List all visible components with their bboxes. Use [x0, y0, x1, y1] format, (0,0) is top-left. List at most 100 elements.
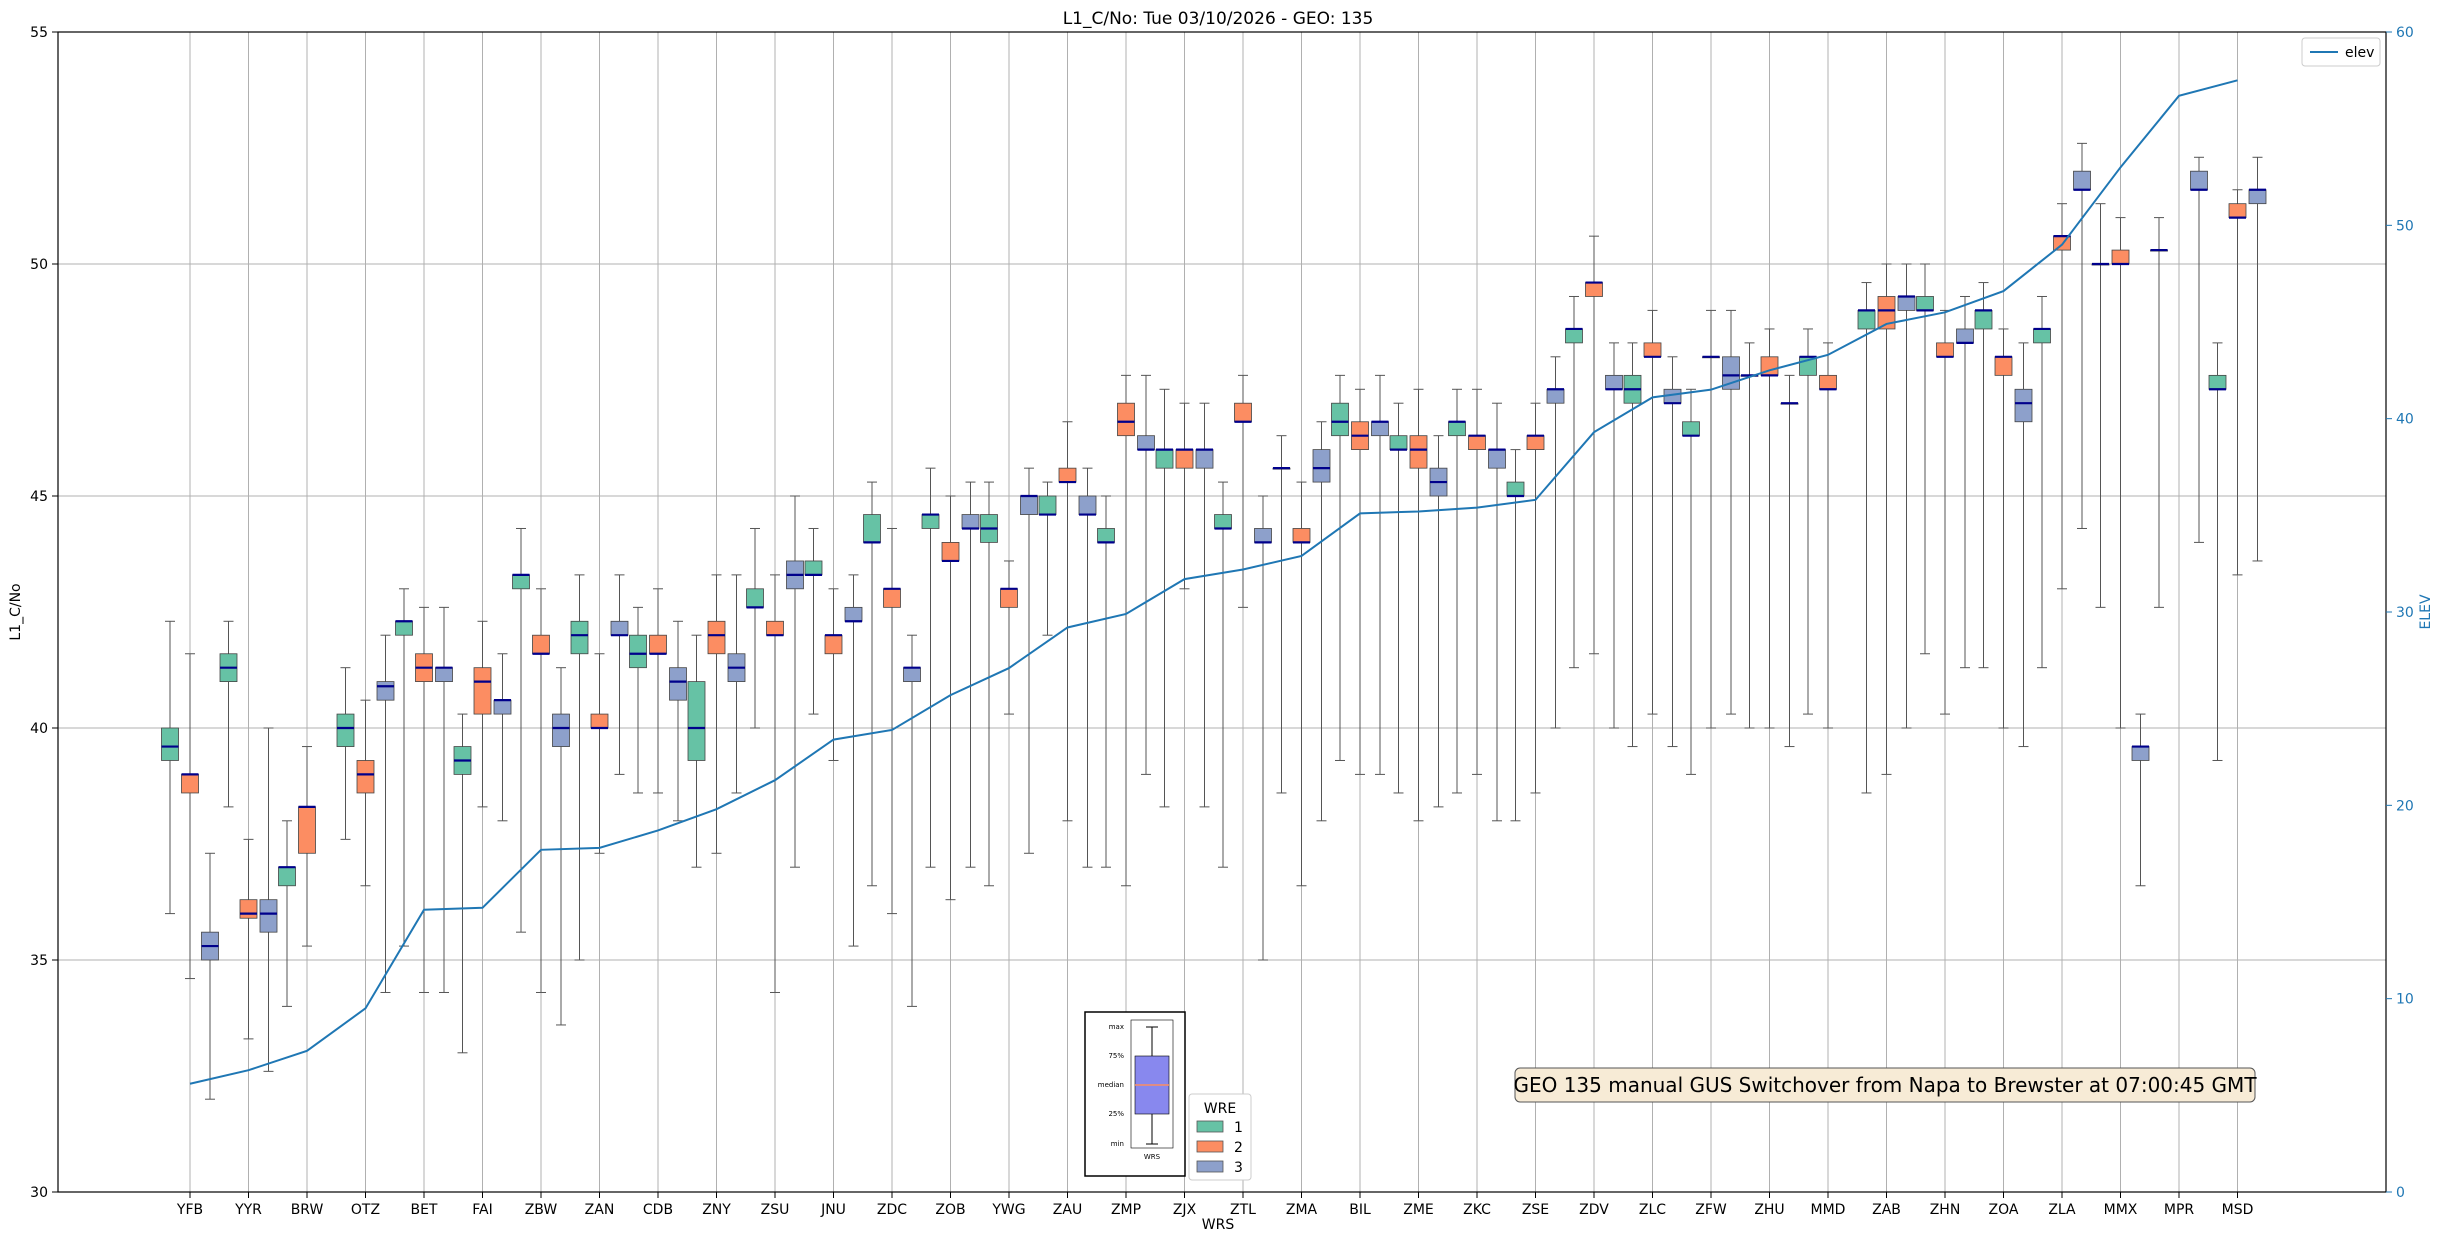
x-tick-label: ZLC: [1639, 1202, 1666, 1218]
box-cdb-wre2: [649, 588, 667, 794]
box-zme-wre3: [1429, 435, 1448, 808]
box-otz-wre1: [336, 667, 355, 840]
box-zoa-wre3: [2014, 342, 2033, 748]
box-zny-wre1: [687, 634, 706, 868]
x-tick-label: YFB: [176, 1202, 203, 1218]
box-body: [687, 681, 706, 761]
box-zlc-wre2: [1643, 309, 1662, 715]
box-yfb-wre1: [161, 620, 179, 915]
key-label-min: min: [1111, 1140, 1124, 1148]
box-zob-wre2: [941, 495, 960, 901]
box-body: [473, 667, 492, 715]
x-tick-label: ZKC: [1463, 1202, 1491, 1218]
box-body: [1916, 296, 1934, 311]
key-xlabel: WRS: [1144, 1153, 1161, 1161]
box-ztl-wre1: [1214, 481, 1232, 868]
box-body: [1409, 435, 1428, 469]
x-tick-label: MMX: [2104, 1202, 2138, 1218]
box-body: [610, 620, 629, 636]
x-tick-label: YYR: [234, 1202, 262, 1218]
box-zsu-wre3: [786, 495, 804, 868]
box-zdv-wre3: [1605, 342, 1623, 729]
box-body: [1331, 402, 1349, 437]
box-body: [336, 713, 355, 747]
box-zab-wre2: [1877, 263, 1896, 775]
box-zjx-wre2: [1175, 402, 1194, 590]
y-axis-title: L1_C/No: [8, 583, 24, 640]
wre-label-3: 3: [1234, 1160, 1243, 1176]
box-body: [259, 899, 278, 933]
box-zla-wre1: [2033, 295, 2051, 669]
elev-legend: elev: [2301, 37, 2381, 67]
box-body: [1020, 495, 1038, 515]
box-zjx-wre1: [1155, 388, 1174, 808]
box-zsu-wre1: [746, 527, 764, 729]
box-zhu-wre1: [1740, 342, 1759, 729]
box-bil-wre1: [1331, 374, 1349, 761]
chart-title: L1_C/No: Tue 03/10/2026 - GEO: 135: [1063, 9, 1374, 29]
x-tick-label: BRW: [291, 1202, 324, 1218]
y2-tick-label: 10: [2396, 992, 2414, 1008]
box-body: [1097, 528, 1115, 543]
box-body: [1956, 328, 1974, 344]
box-zla-wre2: [2053, 203, 2071, 590]
box-body: [278, 866, 296, 887]
x-tick-label: ZAB: [1872, 1202, 1901, 1218]
box-body: [669, 667, 687, 701]
box-bet-wre2: [415, 606, 433, 993]
wre-legend-frame: [1188, 1093, 1252, 1181]
wre-label-1: 1: [1234, 1120, 1243, 1136]
box-body: [1117, 402, 1135, 437]
box-cdb-wre1: [629, 606, 647, 794]
y2-tick-label: 30: [2396, 605, 2414, 621]
box-fai-wre1: [453, 713, 472, 1054]
box-zoa-wre1: [1974, 282, 1993, 669]
box-body: [239, 899, 258, 919]
box-body: [2033, 328, 2051, 344]
box-bet-wre1: [395, 588, 413, 947]
box-msd-wre2: [2228, 189, 2247, 576]
box-body: [1234, 402, 1252, 423]
box-body: [1585, 282, 1603, 297]
box-body: [903, 667, 921, 682]
box-zkc-wre1: [1448, 388, 1466, 794]
wre-swatch-3: [1196, 1160, 1224, 1173]
box-body: [1974, 309, 1993, 330]
box-yyr-wre1: [219, 620, 238, 808]
x-tick-label: ZHN: [1930, 1202, 1961, 1218]
x-tick-label: ZOA: [1989, 1202, 2019, 1218]
x-tick-label: ZAN: [585, 1202, 615, 1218]
x-tick-label: ZNY: [702, 1202, 731, 1218]
box-body: [1312, 449, 1331, 483]
box-zau-wre1: [1038, 481, 1057, 636]
box-body: [2073, 170, 2091, 191]
box-body: [941, 542, 960, 562]
x-tick-label: YWG: [991, 1202, 1025, 1218]
box-zkc-wre3: [1488, 402, 1506, 822]
box-body: [844, 606, 863, 622]
box-key-inset: max 75% median 25% min WRS: [1084, 1011, 1186, 1177]
box-zmp-wre1: [1097, 495, 1115, 868]
key-label-max: max: [1109, 1023, 1124, 1031]
box-body: [1488, 449, 1506, 469]
box-layer: [161, 142, 2267, 1100]
box-zan-wre1: [570, 574, 589, 961]
box-body: [376, 681, 395, 701]
box-msd-wre3: [2248, 156, 2267, 562]
box-yyr-wre3: [259, 727, 278, 1072]
box-yfb-wre3: [201, 852, 219, 1100]
box-zab-wre1: [1857, 282, 1876, 794]
x-tick-label: JNU: [820, 1202, 846, 1218]
box-ztl-wre2: [1234, 374, 1252, 608]
box-body: [532, 634, 550, 655]
x-tick-label: ZAU: [1053, 1202, 1082, 1218]
switchover-annotation: GEO 135 manual GUS Switchover from Napa …: [1513, 1067, 2257, 1103]
box-body: [2111, 249, 2130, 265]
box-body: [883, 588, 901, 608]
wre-legend: WRE 1 2 3: [1188, 1093, 1252, 1181]
box-body: [1195, 449, 1214, 469]
box-ztl-wre3: [1254, 495, 1272, 961]
box-body: [298, 806, 316, 854]
box-body: [804, 560, 823, 576]
